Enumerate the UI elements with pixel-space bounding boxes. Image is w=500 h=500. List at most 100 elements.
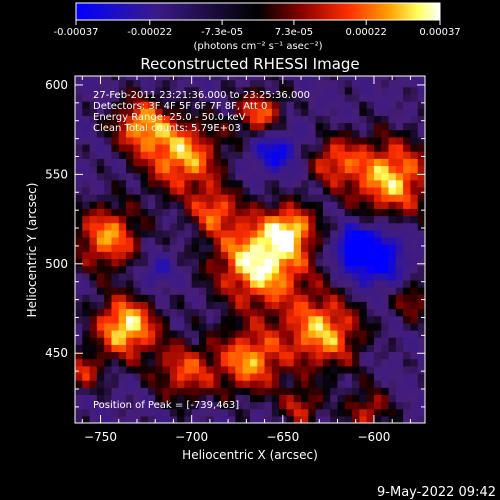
heatmap-cell <box>96 351 105 360</box>
heatmap-cell <box>126 265 134 274</box>
heatmap-cell <box>177 143 185 152</box>
heatmap-cell <box>271 272 280 281</box>
heatmap-cell <box>104 401 113 410</box>
heatmap-cell <box>191 194 200 202</box>
heatmap-cell <box>410 179 419 188</box>
heatmap-cell <box>381 208 390 217</box>
heatmap-cell <box>89 122 98 131</box>
heatmap-cell <box>271 115 280 124</box>
heatmap-cell <box>388 337 397 345</box>
heatmap-cell <box>213 186 222 195</box>
heatmap-cell <box>118 365 127 374</box>
heatmap-cell <box>388 79 397 88</box>
heatmap-cell <box>322 380 331 388</box>
heatmap-cell <box>162 387 171 395</box>
heatmap-cell <box>177 86 185 95</box>
heatmap-cell <box>111 394 120 403</box>
heatmap-cell <box>388 265 397 274</box>
heatmap-cell <box>373 279 382 288</box>
heatmap-cell <box>417 372 425 381</box>
heatmap-cell <box>344 301 353 310</box>
heatmap-cell <box>184 151 193 159</box>
x-tick-label: −650 <box>266 430 299 444</box>
heatmap-cell <box>271 279 280 288</box>
heatmap-cell <box>96 101 105 109</box>
heatmap-cell <box>155 279 164 288</box>
heatmap-cell <box>242 287 251 295</box>
heatmap-cell <box>301 337 309 345</box>
heatmap-cell <box>279 279 288 288</box>
heatmap-cell <box>286 372 295 381</box>
heatmap-cell <box>75 294 83 302</box>
heatmap-cell <box>184 387 193 395</box>
heatmap-cell <box>147 79 156 88</box>
heatmap-cell <box>301 201 309 209</box>
heatmap-cell <box>177 294 185 302</box>
heatmap-cell <box>147 108 156 116</box>
heatmap-cell <box>228 387 237 395</box>
heatmap-cell <box>330 294 339 302</box>
heatmap-cell <box>279 251 288 260</box>
heatmap-cell <box>184 344 193 353</box>
heatmap-cell <box>206 222 215 231</box>
heatmap-cell <box>301 365 309 374</box>
heatmap-cell <box>147 122 156 131</box>
heatmap-cell <box>366 244 375 252</box>
heatmap-cell <box>293 215 302 224</box>
heatmap-cell <box>220 86 229 95</box>
heatmap-cell <box>228 158 237 167</box>
heatmap-cell <box>184 201 193 209</box>
heatmap-cell <box>104 208 113 217</box>
heatmap-cell <box>126 129 134 138</box>
heatmap-cell <box>366 294 375 302</box>
heatmap-cell <box>155 236 164 245</box>
heatmap-cell <box>344 415 353 423</box>
heatmap-cell <box>147 415 156 423</box>
heatmap-cell <box>184 380 193 388</box>
heatmap-cell <box>242 315 251 324</box>
heatmap-cell <box>184 251 193 260</box>
heatmap-cell <box>220 136 229 145</box>
heatmap-cell <box>293 76 302 81</box>
heatmap-cell <box>220 387 229 395</box>
heatmap-cell <box>293 344 302 353</box>
heatmap-cell <box>301 79 309 88</box>
heatmap-cell <box>381 179 390 188</box>
heatmap-cell <box>169 186 178 195</box>
heatmap-cell <box>228 194 237 202</box>
heatmap-cell <box>308 287 317 295</box>
heatmap-cell <box>417 194 425 202</box>
heatmap-cell <box>177 272 185 281</box>
heatmap-cell <box>322 194 331 202</box>
heatmap-cell <box>366 315 375 324</box>
heatmap-cell <box>118 79 127 88</box>
heatmap-cell <box>162 315 171 324</box>
heatmap-cell <box>308 401 317 410</box>
heatmap-cell <box>330 358 339 367</box>
heatmap-cell <box>82 408 91 417</box>
heatmap-cell <box>293 308 302 317</box>
heatmap-cell <box>213 279 222 288</box>
heatmap-cell <box>359 122 368 131</box>
heatmap-cell <box>111 129 120 138</box>
heatmap-cell <box>184 143 193 152</box>
heatmap-cell <box>82 76 91 81</box>
heatmap-cell <box>235 251 244 260</box>
heatmap-cell <box>206 236 215 245</box>
heatmap-cell <box>213 337 222 345</box>
heatmap-cell <box>271 93 280 102</box>
heatmap-cell <box>352 265 360 274</box>
heatmap-cell <box>395 308 404 317</box>
heatmap-cell <box>373 272 382 281</box>
heatmap-cell <box>235 136 244 145</box>
heatmap-cell <box>228 151 237 159</box>
heatmap-cell <box>213 115 222 124</box>
heatmap-cell <box>235 401 244 410</box>
heatmap-cell <box>104 415 113 423</box>
heatmap-cell <box>315 287 324 295</box>
heatmap-cell <box>322 372 331 381</box>
heatmap-cell <box>198 79 207 88</box>
heatmap-cell <box>140 93 149 102</box>
heatmap-cell <box>315 136 324 145</box>
heatmap-cell <box>82 329 91 338</box>
